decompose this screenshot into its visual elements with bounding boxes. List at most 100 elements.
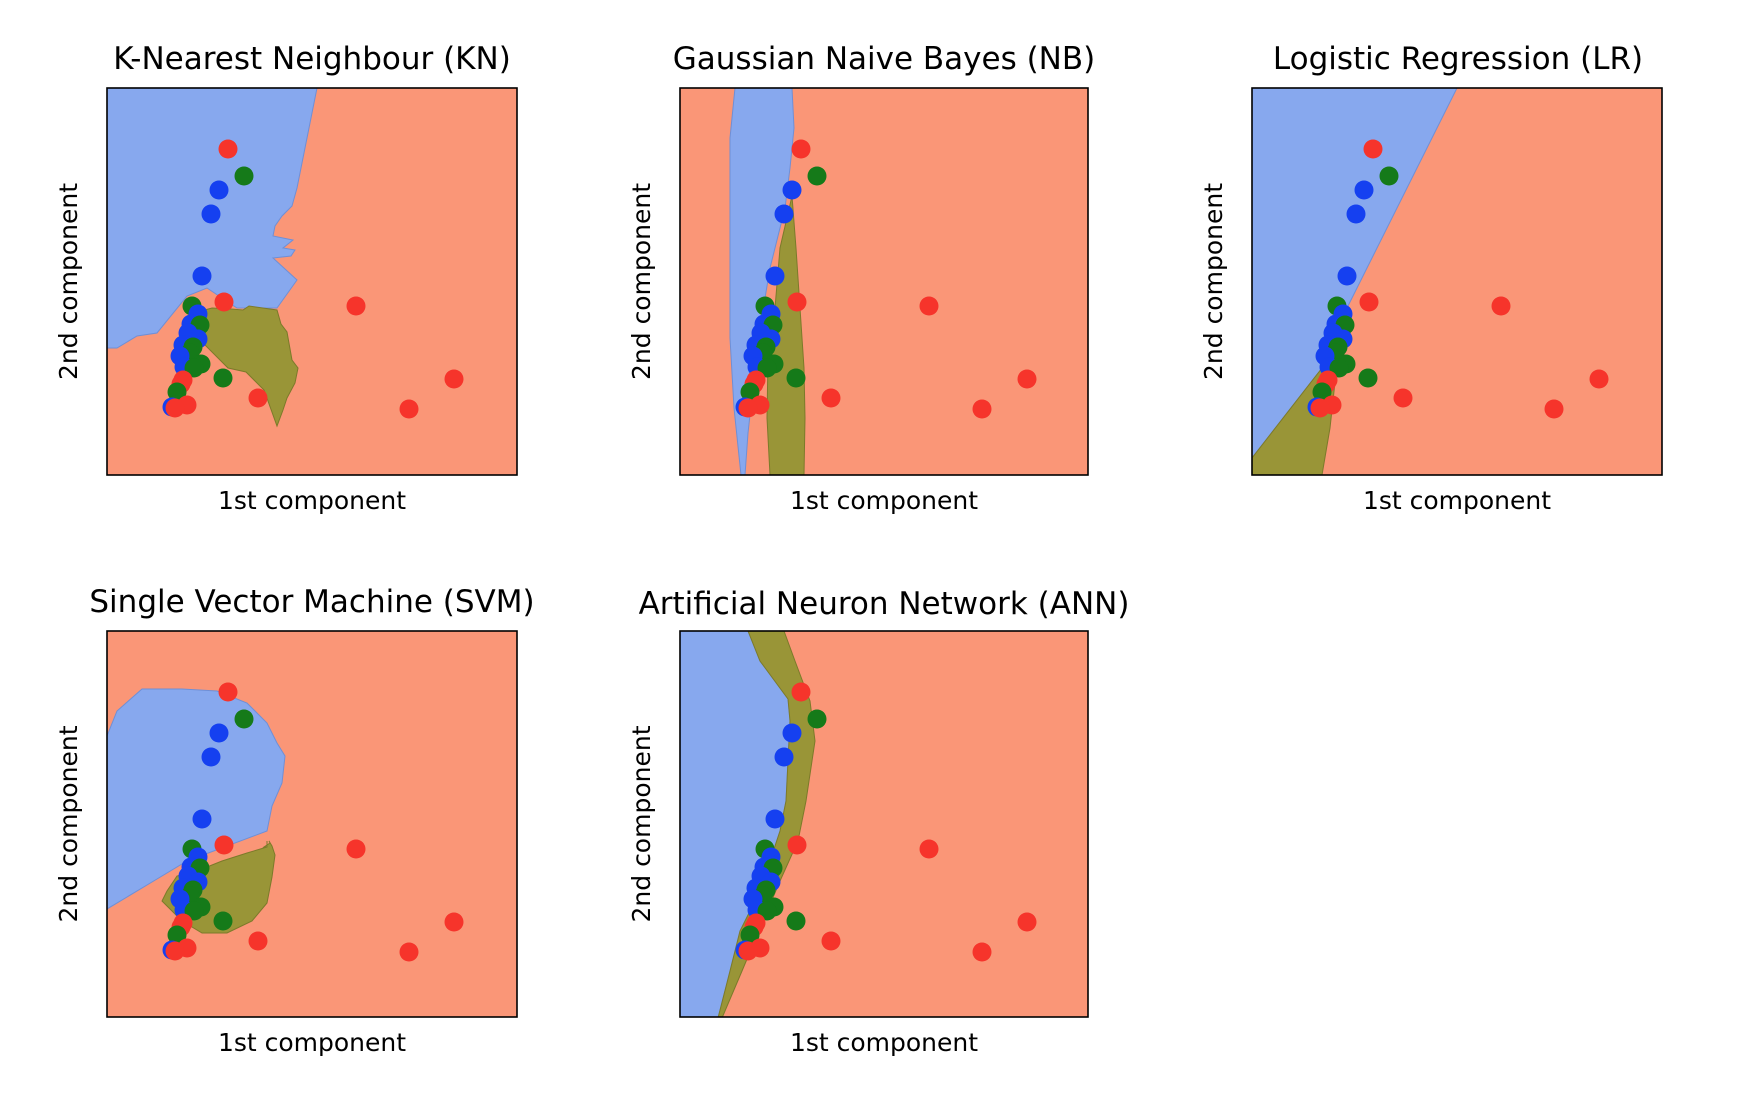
point-red: [214, 292, 234, 312]
point-blue: [209, 180, 229, 200]
panel-title: Single Vector Machine (SVM): [89, 584, 534, 620]
point-red: [214, 835, 234, 855]
point-blue: [782, 180, 802, 200]
point-red: [738, 941, 758, 961]
point-red: [399, 942, 419, 962]
point-red: [218, 139, 238, 159]
point-blue: [774, 204, 794, 224]
point-red: [165, 398, 185, 418]
point-blue: [201, 204, 221, 224]
panel-1: K-Nearest Neighbour (KN) 1st component 2nd…: [54, 41, 518, 515]
point-green: [757, 901, 777, 921]
y-axis-label: 2nd component: [1199, 183, 1228, 380]
point-green: [1379, 166, 1399, 186]
point-blue: [782, 723, 802, 743]
panel-3: Logistic Regression (LR) 1st component 2nd…: [1199, 41, 1663, 515]
region-olive: [196, 305, 299, 428]
point-green: [234, 709, 254, 729]
axes-frame: [679, 630, 1089, 1018]
point-green: [213, 911, 233, 931]
x-axis-label: 1st component: [218, 486, 406, 515]
point-red: [787, 835, 807, 855]
point-blue: [192, 809, 212, 829]
point-green: [786, 368, 806, 388]
panel-title: Gaussian Naive Bayes (NB): [673, 41, 1095, 77]
point-red: [346, 839, 366, 859]
point-red: [165, 941, 185, 961]
point-red: [248, 931, 268, 951]
point-red: [444, 369, 464, 389]
panel-5: Artificial Neuron Network (ANN) 1st compo…: [627, 586, 1129, 1057]
point-blue: [1346, 204, 1366, 224]
point-red: [1544, 399, 1564, 419]
plot-area: [1252, 88, 1662, 475]
point-red: [1310, 398, 1330, 418]
point-green: [184, 901, 204, 921]
point-red: [821, 931, 841, 951]
point-red: [972, 942, 992, 962]
axes-frame: [679, 87, 1089, 476]
point-green: [167, 382, 187, 402]
point-green: [1312, 382, 1332, 402]
point-green: [213, 368, 233, 388]
point-blue: [192, 266, 212, 286]
point-blue: [1354, 180, 1374, 200]
point-red: [218, 682, 238, 702]
y-axis-label: 2nd component: [54, 183, 83, 380]
point-green: [740, 382, 760, 402]
plot-area: [680, 88, 1088, 475]
axes-frame: [1251, 87, 1663, 476]
x-axis-label: 1st component: [1363, 486, 1551, 515]
point-red: [1359, 292, 1379, 312]
y-axis-label: 2nd component: [627, 725, 656, 922]
point-green: [1329, 358, 1349, 378]
point-blue: [765, 266, 785, 286]
point-red: [919, 839, 939, 859]
axes-frame: [106, 87, 518, 476]
point-green: [740, 925, 760, 945]
panel-2: Gaussian Naive Bayes (NB) 1st component 2n…: [627, 41, 1095, 515]
point-green: [757, 358, 777, 378]
plot-area: [107, 631, 517, 1017]
point-red: [1491, 296, 1511, 316]
point-green: [184, 358, 204, 378]
point-red: [1393, 388, 1413, 408]
x-axis-label: 1st component: [218, 1028, 406, 1057]
y-axis-label: 2nd component: [627, 183, 656, 380]
x-axis-label: 1st component: [790, 486, 978, 515]
point-blue: [774, 747, 794, 767]
point-red: [1363, 139, 1383, 159]
x-axis-label: 1st component: [790, 1028, 978, 1057]
point-green: [807, 709, 827, 729]
y-axis-label: 2nd component: [54, 725, 83, 922]
point-red: [1589, 369, 1609, 389]
point-red: [444, 912, 464, 932]
point-blue: [201, 747, 221, 767]
point-red: [346, 296, 366, 316]
panel-title: Artificial Neuron Network (ANN): [639, 586, 1130, 622]
point-red: [919, 296, 939, 316]
point-blue: [1337, 266, 1357, 286]
point-green: [167, 925, 187, 945]
point-blue: [209, 723, 229, 743]
region-blue: [107, 688, 286, 910]
axes-frame: [106, 630, 518, 1018]
panel-title: Logistic Regression (LR): [1273, 41, 1643, 77]
point-red: [1017, 912, 1037, 932]
point-green: [1358, 368, 1378, 388]
plot-area: [107, 88, 517, 475]
point-red: [821, 388, 841, 408]
point-red: [1017, 369, 1037, 389]
point-red: [787, 292, 807, 312]
point-green: [807, 166, 827, 186]
point-red: [972, 399, 992, 419]
point-red: [248, 388, 268, 408]
point-green: [234, 166, 254, 186]
panel-4: Single Vector Machine (SVM) 1st component…: [54, 584, 535, 1057]
point-red: [399, 399, 419, 419]
point-red: [738, 398, 758, 418]
panel-title: K-Nearest Neighbour (KN): [113, 41, 511, 77]
point-red: [791, 682, 811, 702]
point-green: [786, 911, 806, 931]
